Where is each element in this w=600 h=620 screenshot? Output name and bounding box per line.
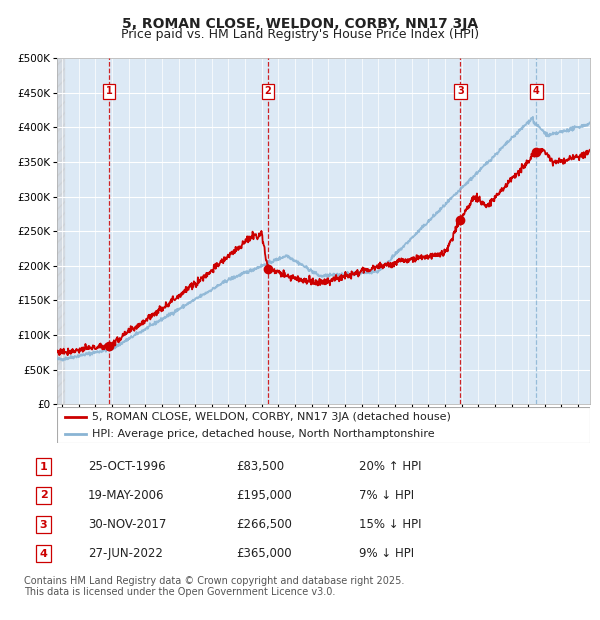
Text: 7% ↓ HPI: 7% ↓ HPI (359, 489, 414, 502)
Text: £195,000: £195,000 (236, 489, 292, 502)
Text: 4: 4 (533, 87, 540, 97)
Text: 2: 2 (265, 87, 271, 97)
Text: 4: 4 (40, 549, 47, 559)
Text: 25-OCT-1996: 25-OCT-1996 (88, 460, 166, 473)
Text: 1: 1 (106, 87, 112, 97)
Text: 15% ↓ HPI: 15% ↓ HPI (359, 518, 421, 531)
Text: This data is licensed under the Open Government Licence v3.0.: This data is licensed under the Open Gov… (24, 587, 335, 597)
Text: 3: 3 (40, 520, 47, 529)
Text: HPI: Average price, detached house, North Northamptonshire: HPI: Average price, detached house, Nort… (92, 428, 434, 438)
Text: 3: 3 (457, 87, 464, 97)
Text: £266,500: £266,500 (236, 518, 292, 531)
Text: 2: 2 (40, 490, 47, 500)
Text: £83,500: £83,500 (236, 460, 284, 473)
Text: 27-JUN-2022: 27-JUN-2022 (88, 547, 163, 560)
Text: Contains HM Land Registry data © Crown copyright and database right 2025.: Contains HM Land Registry data © Crown c… (24, 576, 404, 586)
Text: Price paid vs. HM Land Registry's House Price Index (HPI): Price paid vs. HM Land Registry's House … (121, 28, 479, 41)
Text: 5, ROMAN CLOSE, WELDON, CORBY, NN17 3JA (detached house): 5, ROMAN CLOSE, WELDON, CORBY, NN17 3JA … (92, 412, 451, 422)
Text: 5, ROMAN CLOSE, WELDON, CORBY, NN17 3JA: 5, ROMAN CLOSE, WELDON, CORBY, NN17 3JA (122, 17, 478, 32)
Text: 1: 1 (40, 462, 47, 472)
Text: 20% ↑ HPI: 20% ↑ HPI (359, 460, 421, 473)
Text: 30-NOV-2017: 30-NOV-2017 (88, 518, 167, 531)
Text: 9% ↓ HPI: 9% ↓ HPI (359, 547, 414, 560)
Text: 19-MAY-2006: 19-MAY-2006 (88, 489, 164, 502)
Text: £365,000: £365,000 (236, 547, 292, 560)
Bar (57, 58, 65, 404)
